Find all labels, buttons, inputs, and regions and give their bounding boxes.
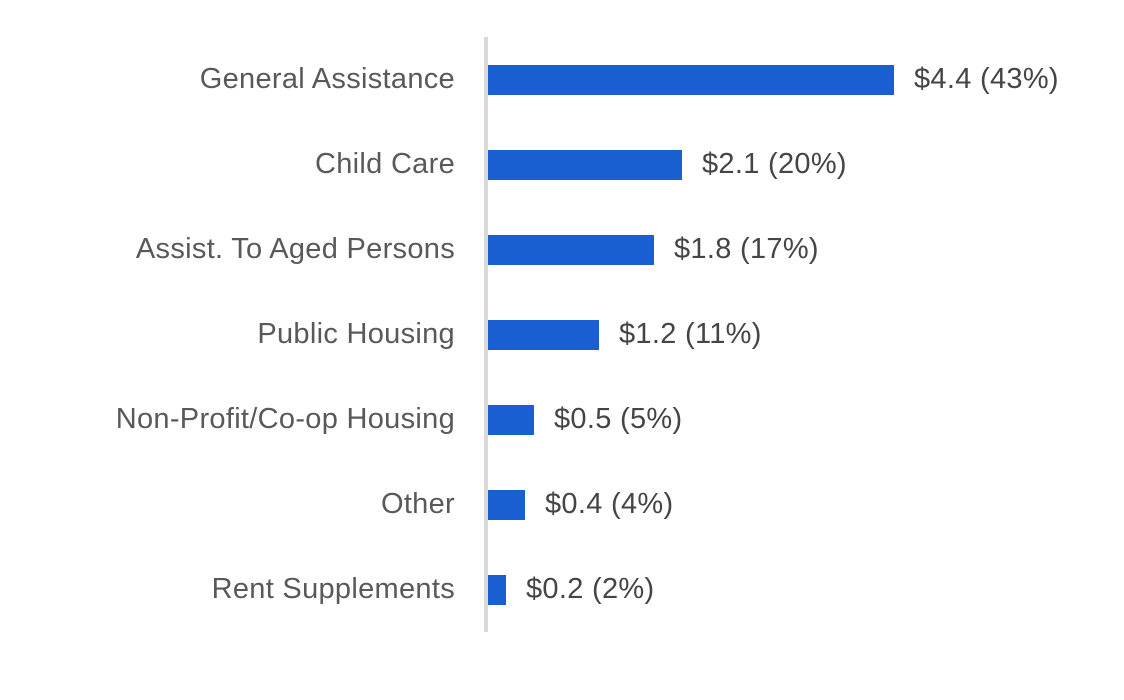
- category-label: Other: [380, 488, 455, 520]
- value-label: $1.2 (11%): [619, 318, 762, 350]
- category-label: Non-Profit/Co-op Housing: [115, 403, 455, 435]
- chart-plot-area: General Assistance $4.4 (43%) Child Care…: [0, 37, 1124, 632]
- bar-wrap: $0.5 (5%): [488, 403, 682, 436]
- bar[interactable]: [488, 64, 894, 95]
- value-label: $0.4 (4%): [545, 488, 674, 520]
- bar-row: Non-Profit/Co-op Housing $0.5 (5%): [0, 377, 1124, 462]
- bar[interactable]: [488, 319, 599, 350]
- bar-row: Child Care $2.1 (20%): [0, 122, 1124, 207]
- bar-wrap: $4.4 (43%): [488, 63, 1059, 96]
- category-label: Public Housing: [257, 318, 455, 350]
- bar-rows: General Assistance $4.4 (43%) Child Care…: [0, 37, 1124, 632]
- value-label: $0.2 (2%): [526, 573, 655, 605]
- bar-wrap: $2.1 (20%): [488, 148, 847, 181]
- bar[interactable]: [488, 489, 525, 520]
- bar-wrap: $0.4 (4%): [488, 488, 673, 521]
- value-label: $1.8 (17%): [674, 233, 819, 265]
- bar-row: Assist. To Aged Persons $1.8 (17%): [0, 207, 1124, 292]
- bar-row: Public Housing $1.2 (11%): [0, 292, 1124, 377]
- y-axis-line: [484, 37, 488, 632]
- bar[interactable]: [488, 234, 654, 265]
- bar[interactable]: [488, 404, 534, 435]
- bar-row: General Assistance $4.4 (43%): [0, 37, 1124, 122]
- value-label: $4.4 (43%): [914, 63, 1059, 95]
- bar-row: Rent Supplements $0.2 (2%): [0, 547, 1124, 632]
- category-label: Rent Supplements: [211, 573, 455, 605]
- value-label: $0.5 (5%): [554, 403, 683, 435]
- bar-wrap: $1.8 (17%): [488, 233, 819, 266]
- bar-wrap: $0.2 (2%): [488, 573, 654, 606]
- category-label: Child Care: [315, 148, 455, 180]
- bar-wrap: $1.2 (11%): [488, 318, 762, 351]
- bar[interactable]: [488, 149, 682, 180]
- value-label: $2.1 (20%): [702, 148, 847, 180]
- bar-row: Other $0.4 (4%): [0, 462, 1124, 547]
- bar[interactable]: [488, 574, 506, 605]
- category-label: Assist. To Aged Persons: [135, 233, 455, 265]
- category-label: General Assistance: [199, 63, 455, 95]
